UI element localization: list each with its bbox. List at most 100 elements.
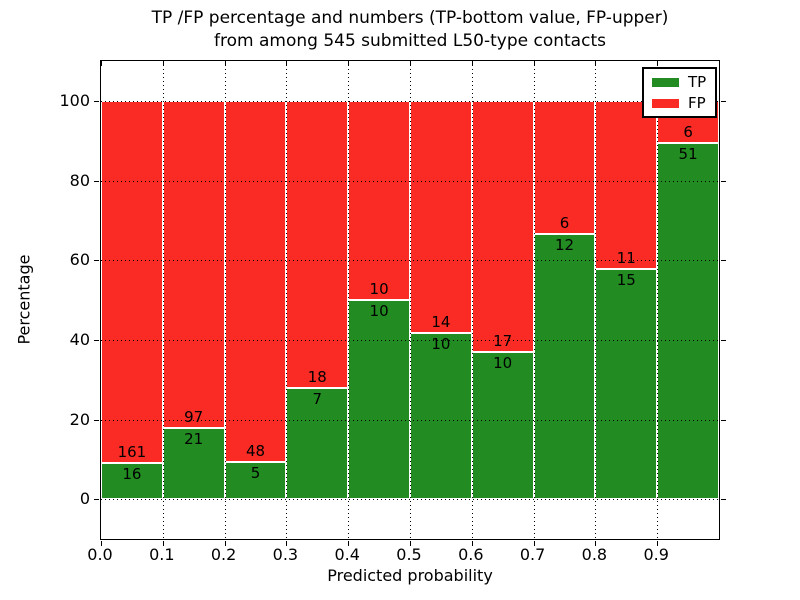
- legend-entry-tp: TP: [652, 74, 706, 90]
- tp-count-label: 21: [184, 430, 204, 449]
- x-tick-mark-bottom: [533, 541, 535, 546]
- x-tick-mark-top: [471, 61, 473, 66]
- y-tick-mark-right: [721, 260, 726, 262]
- y-tick-label: 80: [69, 170, 90, 190]
- y-tick-mark-left: [94, 499, 99, 501]
- tp-count-label: 7: [312, 389, 323, 408]
- bar-tp-segment: [657, 142, 719, 500]
- bar-tp-segment: [410, 333, 472, 500]
- x-tick-mark-top: [595, 61, 597, 66]
- vertical-gridline: [348, 61, 350, 539]
- fp-count-label: 161: [117, 443, 147, 462]
- fp-color-swatch: [652, 98, 679, 108]
- legend-entry-fp: FP: [652, 95, 706, 111]
- bar-fp-segment: [410, 100, 472, 334]
- bar-fp-segment: [162, 100, 225, 429]
- bar-tp-segment: [101, 463, 163, 500]
- y-tick-label: 40: [69, 329, 90, 349]
- vertical-gridline: [595, 61, 597, 539]
- chart-title-line1: TP /FP percentage and numbers (TP-bottom…: [151, 8, 669, 28]
- x-tick-mark-bottom: [348, 541, 350, 546]
- tp-count-label: 51: [678, 144, 698, 163]
- tp-color-swatch: [652, 77, 679, 87]
- fp-count-label: 10: [369, 280, 389, 298]
- y-tick-mark-right: [721, 339, 726, 341]
- chart-title-line2: from among 545 submitted L50-type contac…: [214, 31, 606, 51]
- x-tick-label: 0.8: [581, 545, 608, 564]
- fp-count-label: 48: [245, 441, 266, 460]
- x-tick-label: 0.9: [643, 545, 669, 564]
- y-tick-mark-left: [94, 339, 99, 341]
- x-tick-mark-top: [533, 61, 535, 66]
- vertical-gridline: [471, 61, 473, 539]
- y-tick-label: 20: [69, 409, 90, 429]
- x-tick-label: 0.2: [210, 545, 237, 564]
- tp-count-label: 10: [493, 353, 513, 372]
- y-tick-label: 100: [59, 90, 90, 110]
- y-tick-mark-left: [94, 419, 99, 421]
- fp-count-label: 17: [493, 331, 513, 350]
- bar-fp-segment: [224, 100, 287, 462]
- x-tick-mark-bottom: [101, 541, 102, 546]
- x-tick-label: 0.1: [149, 545, 175, 564]
- x-tick-label: 0.5: [396, 545, 422, 564]
- x-tick-mark-bottom: [657, 541, 659, 546]
- legend-label-tp: TP: [688, 73, 707, 91]
- x-axis-label: Predicted probability: [327, 566, 493, 585]
- x-tick-mark-top: [410, 61, 411, 66]
- y-tick-mark-right: [721, 419, 726, 421]
- y-tick-mark-right: [721, 100, 726, 102]
- legend: TP FP: [642, 67, 718, 118]
- x-tick-label: 0.3: [272, 545, 299, 564]
- fp-count-label: 11: [616, 249, 636, 268]
- x-tick-mark-top: [657, 61, 659, 66]
- x-tick-mark-top: [162, 61, 164, 66]
- x-tick-mark-bottom: [410, 541, 411, 546]
- fp-count-label: 6: [683, 122, 693, 141]
- x-tick-mark-top: [101, 61, 102, 66]
- chart-title: TP /FP percentage and numbers (TP-bottom…: [60, 7, 760, 53]
- bar-fp-segment: [471, 100, 534, 352]
- x-tick-mark-top: [286, 61, 288, 66]
- x-tick-mark-top: [224, 61, 226, 66]
- tp-count-label: 10: [431, 335, 451, 354]
- fp-count-label: 97: [184, 408, 204, 427]
- x-tick-label: 0.0: [87, 545, 113, 564]
- bar-tp-segment: [533, 233, 596, 500]
- y-tick-mark-left: [94, 100, 99, 102]
- x-tick-mark-bottom: [162, 541, 164, 546]
- x-tick-mark-top: [348, 61, 350, 66]
- y-tick-label: 60: [69, 250, 90, 270]
- bar-tp-segment: [162, 428, 225, 500]
- tp-count-label: 15: [616, 271, 636, 290]
- x-tick-mark-bottom: [595, 541, 597, 546]
- vertical-gridline: [286, 61, 288, 539]
- vertical-gridline: [657, 61, 659, 539]
- bar-tp-segment: [595, 269, 658, 500]
- x-tick-label: 0.4: [334, 545, 360, 564]
- bar-fp-segment: [595, 100, 658, 270]
- y-tick-mark-left: [94, 260, 99, 262]
- vertical-gridline: [410, 61, 411, 539]
- x-tick-label: 0.7: [519, 545, 546, 564]
- fp-count-label: 18: [307, 367, 327, 386]
- tp-count-label: 12: [554, 235, 575, 254]
- y-tick-label: 0: [79, 489, 90, 509]
- fp-count-label: 6: [559, 213, 570, 232]
- bar-fp-segment: [286, 100, 349, 388]
- y-tick-mark-right: [721, 499, 726, 501]
- tp-count-label: 5: [250, 463, 261, 482]
- bar-fp-segment: [348, 100, 410, 300]
- x-tick-mark-bottom: [286, 541, 288, 546]
- y-tick-mark-left: [94, 180, 99, 182]
- y-tick-mark-right: [721, 180, 726, 182]
- bar-tp-segment: [348, 300, 410, 500]
- bar-tp-segment: [471, 351, 534, 500]
- tp-count-label: 10: [369, 302, 389, 320]
- plot-area: TP FP 161 16 97 21 48 5 18 7 10 10 14 10 17 10 6 12 11 15…: [94, 60, 726, 546]
- tp-count-label: 16: [122, 465, 142, 484]
- vertical-gridline: [533, 61, 535, 539]
- x-tick-label: 0.6: [458, 545, 484, 564]
- legend-label-fp: FP: [688, 94, 706, 112]
